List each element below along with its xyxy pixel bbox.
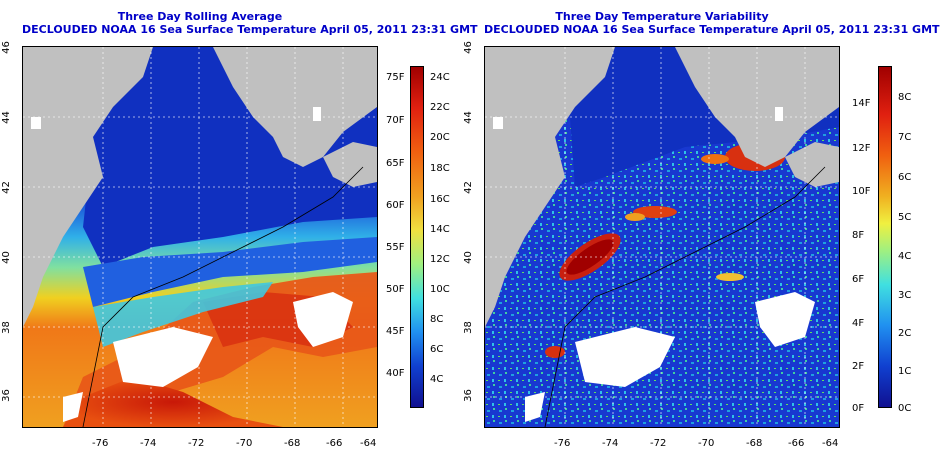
right-xtick: -68	[746, 438, 763, 449]
right-xtick: -70	[698, 438, 715, 449]
right-cb-c: 2C	[898, 328, 912, 339]
left-map	[22, 46, 378, 428]
right-subtitle: DECLOUDED NOAA 16 Sea Surface Temperatur…	[484, 23, 940, 36]
left-contour	[82, 166, 364, 427]
left-cb-c: 16C	[430, 194, 450, 205]
left-cb-f: 45F	[386, 326, 405, 337]
left-cb-c: 4C	[430, 374, 444, 385]
left-ytick: 40	[0, 251, 12, 264]
right-cb-f: 10F	[852, 186, 871, 197]
left-cb-c: 8C	[430, 314, 444, 325]
left-cb-c: 20C	[430, 132, 450, 143]
right-cb-c: 8C	[898, 92, 912, 103]
left-cb-f: 55F	[386, 242, 405, 253]
right-cloud-gap-1	[575, 327, 675, 387]
left-cb-f: 65F	[386, 158, 405, 169]
left-title: Three Day Rolling Average	[117, 10, 283, 23]
left-ytick: 42	[0, 181, 12, 194]
right-map-svg	[485, 47, 839, 427]
left-colorbar	[410, 66, 424, 408]
left-ytick: 46	[0, 41, 12, 54]
left-cb-c: 10C	[430, 284, 450, 295]
left-cb-f: 40F	[386, 368, 405, 379]
left-xtick: -76	[92, 438, 109, 449]
right-colorbar	[878, 66, 892, 408]
right-cb-f: 2F	[852, 361, 865, 372]
left-cb-c: 14C	[430, 224, 450, 235]
left-ytick: 36	[0, 389, 12, 402]
left-cb-f: 70F	[386, 115, 405, 126]
left-xtick: -74	[140, 438, 157, 449]
left-ytick: 38	[0, 321, 12, 334]
right-contour	[544, 166, 826, 427]
right-cb-f: 0F	[852, 403, 865, 414]
left-subtitle: DECLOUDED NOAA 16 Sea Surface Temperatur…	[22, 23, 478, 36]
right-ytick: 36	[462, 389, 474, 402]
right-cb-c: 1C	[898, 366, 912, 377]
right-title: Three Day Temperature Variability	[555, 10, 769, 23]
right-cloud-gap-2	[755, 292, 815, 347]
right-cb-f: 6F	[852, 274, 865, 285]
right-ytick: 40	[462, 251, 474, 264]
left-cb-f: 75F	[386, 72, 405, 83]
right-cb-f: 14F	[852, 98, 871, 109]
right-xtick: -64	[822, 438, 839, 449]
right-xtick: -72	[650, 438, 667, 449]
right-cb-c: 3C	[898, 290, 912, 301]
right-xtick: -66	[788, 438, 805, 449]
left-cloud-gap-1	[113, 327, 213, 387]
right-cb-f: 12F	[852, 143, 871, 154]
right-ytick: 44	[462, 111, 474, 124]
left-cb-c: 6C	[430, 344, 444, 355]
right-cb-c: 0C	[898, 403, 912, 414]
left-xtick: -70	[236, 438, 253, 449]
left-xtick: -72	[188, 438, 205, 449]
right-cb-c: 6C	[898, 172, 912, 183]
left-cb-c: 22C	[430, 102, 450, 113]
left-warm-core	[63, 377, 283, 427]
right-ytick: 38	[462, 321, 474, 334]
right-cb-f: 8F	[852, 230, 865, 241]
right-cb-c: 5C	[898, 212, 912, 223]
left-cb-f: 60F	[386, 200, 405, 211]
left-cb-c: 12C	[430, 254, 450, 265]
right-xtick: -76	[554, 438, 571, 449]
left-cloud-gap-2	[293, 292, 353, 347]
right-cb-c: 4C	[898, 251, 912, 262]
left-xtick: -64	[360, 438, 377, 449]
right-cb-c: 7C	[898, 132, 912, 143]
left-cb-c: 24C	[430, 72, 450, 83]
left-ytick: 44	[0, 111, 12, 124]
left-xtick: -68	[284, 438, 301, 449]
right-xtick: -74	[602, 438, 619, 449]
left-xtick: -66	[326, 438, 343, 449]
left-cb-f: 50F	[386, 284, 405, 295]
left-map-svg	[23, 47, 377, 427]
right-map	[484, 46, 840, 428]
left-cb-c: 18C	[430, 163, 450, 174]
right-ytick: 42	[462, 181, 474, 194]
right-cb-f: 4F	[852, 318, 865, 329]
right-ytick: 46	[462, 41, 474, 54]
